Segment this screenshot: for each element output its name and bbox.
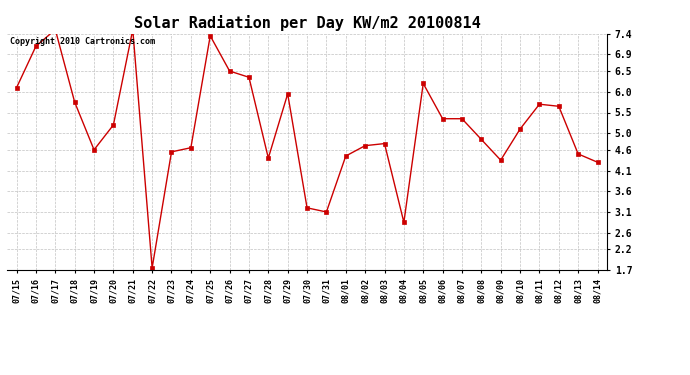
Title: Solar Radiation per Day KW/m2 20100814: Solar Radiation per Day KW/m2 20100814 [134,15,480,31]
Text: Copyright 2010 Cartronics.com: Copyright 2010 Cartronics.com [10,37,155,46]
